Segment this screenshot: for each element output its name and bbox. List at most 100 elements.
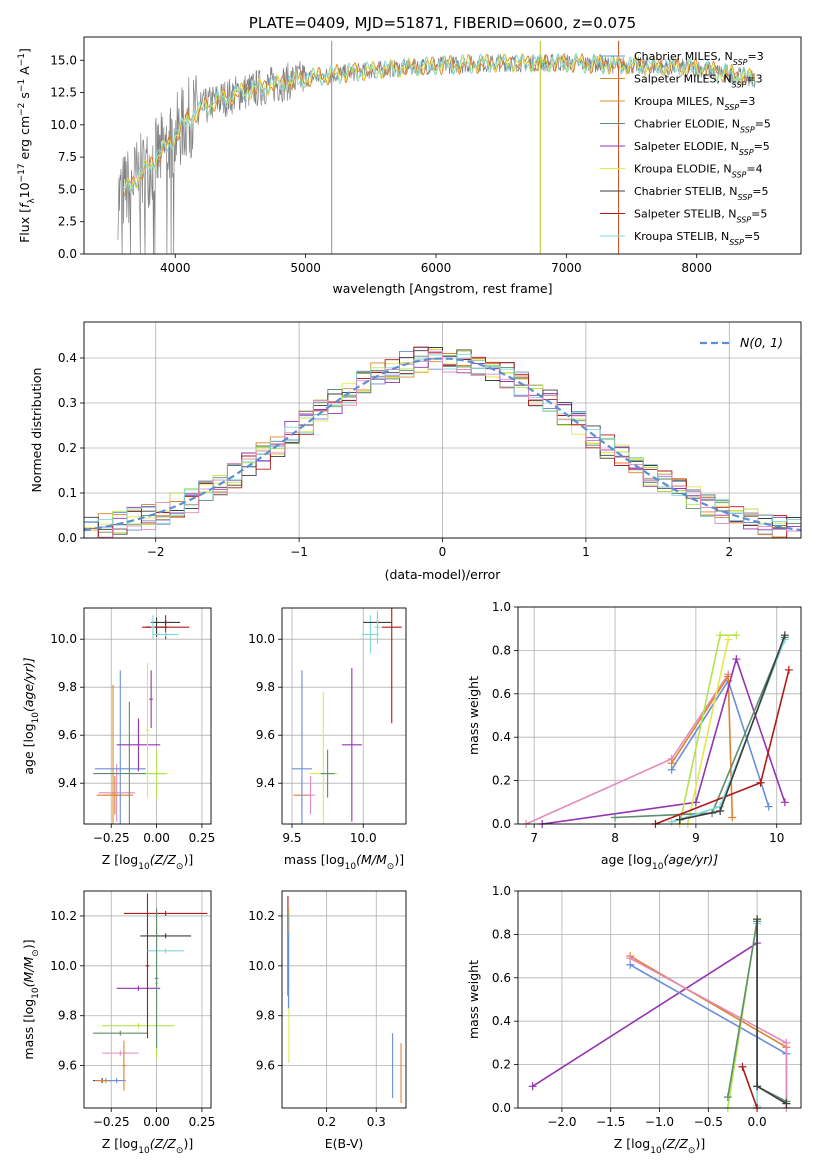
series-point xyxy=(724,635,733,644)
y-tick-label: 9.4 xyxy=(58,776,77,790)
legend-entry-sep: , N xyxy=(709,95,724,108)
legend-entry: N(0, 1) xyxy=(740,335,783,350)
legend-entry-nssp: 5 xyxy=(764,118,771,131)
y-tick-label: 9.8 xyxy=(256,680,275,694)
legend-entry-name: Chabrier ELODIE xyxy=(634,118,725,131)
plot-mass_vs_Z: −0.25 0.00 0.259.69.810.010.2Z [log10(Z/Z⊙… xyxy=(21,890,215,1156)
legend-entry-sep: , N xyxy=(721,208,736,221)
plot-massweight_vs_Z: −2.0 −1.5 −1.0 −0.5 0.0 0.0 0.2 0.4 0.6 0.8 1.0 Z [… xyxy=(466,884,802,1156)
legend-entry-name: Chabrier STELIB xyxy=(634,185,722,198)
series-line xyxy=(629,964,787,1055)
x-axis-label: E(B-V) xyxy=(325,1136,364,1151)
y-axis-label-part: A xyxy=(17,66,32,79)
y-axis-label: mass [log10(M/M⊙)] xyxy=(21,939,41,1059)
y-tick-label: 0.0 xyxy=(58,247,77,261)
y-axis-label-part: λ xyxy=(27,198,37,204)
y-tick-label: 0.0 xyxy=(492,817,511,831)
x-tick-label: 7000 xyxy=(551,261,582,275)
x-tick-label: −0.25 xyxy=(93,1115,130,1129)
legend-entry: Kroupa ELODIE, NSSP=4 xyxy=(634,163,763,180)
series-point xyxy=(528,1082,537,1091)
x-axis-label-part: 10 xyxy=(650,1146,662,1156)
y-axis-label-part: 10 xyxy=(31,712,41,724)
y-axis-label-part: 10 xyxy=(17,182,32,198)
y-tick-label: 9.8 xyxy=(58,1009,77,1023)
series-point xyxy=(716,806,725,815)
x-tick-label: 0.2 xyxy=(317,1115,336,1129)
y-tick-label: 0.0 xyxy=(492,1101,511,1115)
x-tick-label: 1 xyxy=(582,545,590,559)
series-point xyxy=(756,778,765,787)
y-tick-label: 10.0 xyxy=(248,959,275,973)
y-tick-label: 1.0 xyxy=(492,600,511,614)
legend-entry-eq: = xyxy=(752,185,761,198)
residual-histogram xyxy=(84,350,801,538)
normal-curve xyxy=(84,357,801,532)
y-axis-label-part: ] xyxy=(17,48,32,53)
x-axis-label: wavelength [Angstrom, rest frame] xyxy=(332,281,552,296)
x-axis-label-part: (age/yr)] xyxy=(663,852,718,867)
y-tick-label: 0.4 xyxy=(492,730,511,744)
y-tick-label: 9.6 xyxy=(58,1059,77,1073)
x-axis-label-part: )] xyxy=(183,1136,193,1151)
x-axis-label-part: Z [log xyxy=(614,1136,650,1151)
y-tick-label: 5.0 xyxy=(58,182,77,196)
legend-entry-name: Chabrier MILES xyxy=(634,50,718,63)
legend-entry-nssp: 3 xyxy=(756,73,763,86)
y-axis-label-part: Flux [ xyxy=(17,208,32,243)
y-tick-label: 10.0 xyxy=(248,632,275,646)
series-point xyxy=(716,631,725,640)
x-tick-label: 4000 xyxy=(160,261,191,275)
plot-frame xyxy=(281,607,407,825)
legend-entry-sub: SSP xyxy=(739,148,754,157)
y-axis-label-part: −17 xyxy=(17,163,27,182)
legend-entry-name: Kroupa STELIB xyxy=(634,230,714,243)
y-tick-label: 1.0 xyxy=(492,884,511,898)
x-axis-label: Z [log10(Z/Z⊙)] xyxy=(614,1136,705,1156)
y-axis-label-part: 10 xyxy=(31,987,41,999)
x-axis-label: mass [log10(M/M⊙)] xyxy=(284,852,404,872)
y-tick-label: 0.8 xyxy=(492,927,511,941)
y-tick-label: 15.0 xyxy=(50,53,77,67)
series-line xyxy=(687,639,729,824)
y-axis-label-part: ⊙ xyxy=(31,949,41,957)
legend-entry-name: Salpeter MILES xyxy=(634,73,716,86)
y-axis-label-part: −2 xyxy=(17,103,27,116)
y-tick-label: 9.6 xyxy=(256,728,275,742)
series-line xyxy=(741,1066,758,1108)
x-axis-label-part: ⊙ xyxy=(387,862,395,872)
y-tick-label: 9.8 xyxy=(256,1009,275,1023)
x-axis-label-part: age [log xyxy=(601,852,652,867)
x-axis-label-part: (Z/Z xyxy=(150,852,177,867)
chart-title: PLATE=0409, MJD=51871, FIBERID=0600, z=0… xyxy=(249,14,636,32)
series-line xyxy=(525,673,729,824)
y-tick-label: 10.0 xyxy=(50,959,77,973)
legend-entry-eq: = xyxy=(739,95,748,108)
x-axis-label-part: 10 xyxy=(652,862,664,872)
series-point xyxy=(732,631,741,640)
legend-entry-sub: SSP xyxy=(738,193,753,202)
y-axis-label-part: f xyxy=(17,202,32,208)
legend-entry: Salpeter MILES, NSSP=3 xyxy=(634,73,763,90)
x-axis-label-part: Z [log xyxy=(102,1136,138,1151)
plot-mass_vs_ebv: 0.2 0.3 9.6 9.8 10.0 10.2 E(B-V) xyxy=(248,890,407,1151)
x-tick-label: −2.0 xyxy=(547,1115,576,1129)
x-tick-label: 10 xyxy=(769,831,784,845)
plot-frame xyxy=(517,606,802,825)
y-tick-label: 0.6 xyxy=(492,971,511,985)
x-tick-label: −2 xyxy=(147,545,165,559)
x-tick-label: 0.0 xyxy=(748,1115,767,1129)
y-tick-label: 12.5 xyxy=(50,86,77,100)
legend-entry-sep: , N xyxy=(725,118,740,131)
y-tick-label: 0.4 xyxy=(492,1014,511,1028)
y-axis-label-part: erg cm xyxy=(17,116,32,164)
legend-entry-sub: SSP xyxy=(729,238,744,247)
x-tick-label: 6000 xyxy=(421,261,452,275)
legend-entry-nssp: 3 xyxy=(748,95,755,108)
legend-entry-eq: = xyxy=(751,208,760,221)
y-tick-label: 10.2 xyxy=(50,909,77,923)
legend-entry-nssp: 3 xyxy=(757,50,764,63)
y-axis-label-part: age [log xyxy=(21,723,36,774)
